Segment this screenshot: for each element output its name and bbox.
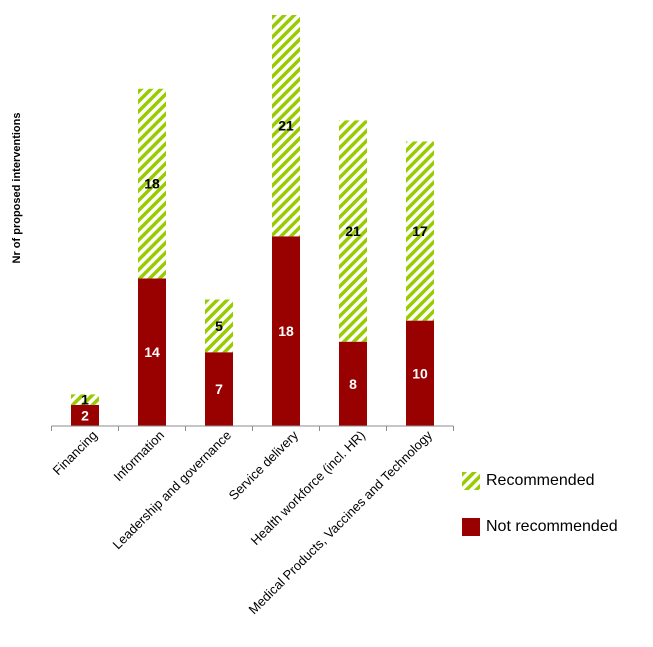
data-label-not-recommended: 8: [349, 376, 357, 392]
x-tick-label: Service delivery: [226, 427, 302, 503]
legend-swatch-not-recommended: [462, 518, 480, 536]
data-label-recommended: 21: [278, 118, 294, 134]
legend-swatch-recommended: [462, 472, 480, 490]
data-label-not-recommended: 2: [81, 407, 89, 423]
bar-not-recommended: [406, 320, 434, 426]
data-label-recommended: 21: [345, 223, 361, 239]
data-label-not-recommended: 10: [412, 365, 428, 381]
data-label-recommended: 5: [215, 318, 223, 334]
data-label-recommended: 18: [144, 176, 160, 192]
bar-recommended: [272, 15, 300, 237]
bar-recommended: [205, 299, 233, 353]
bar-not-recommended: [138, 278, 166, 426]
x-tick-label: Health workforce (incl. HR): [248, 428, 368, 548]
legend-label-not-recommended: Not recommended: [486, 518, 618, 535]
bar-not-recommended: [272, 236, 300, 426]
data-label-recommended: 17: [412, 223, 428, 239]
bar-recommended: [71, 394, 99, 405]
bar-recommended: [138, 88, 166, 279]
data-label-recommended: 1: [81, 392, 89, 408]
legend-label-recommended: Recommended: [486, 472, 595, 489]
data-label-not-recommended: 18: [278, 323, 294, 339]
bar-not-recommended: [339, 341, 367, 426]
x-tick-label: Leadership and governance: [110, 428, 235, 553]
x-tick-label: Financing: [50, 428, 100, 478]
bar-not-recommended: [71, 404, 99, 426]
legend: Recommended Not recommended: [462, 470, 652, 562]
data-label-not-recommended: 7: [215, 381, 223, 397]
bar-not-recommended: [205, 352, 233, 426]
legend-item-recommended: Recommended: [462, 470, 652, 492]
data-label-not-recommended: 14: [144, 344, 160, 360]
legend-item-not-recommended: Not recommended: [462, 516, 652, 538]
bar-recommended: [339, 120, 367, 342]
y-axis-label: Nr of proposed interventions: [11, 113, 23, 264]
x-tick-label: Information: [111, 428, 168, 485]
bar-recommended: [406, 141, 434, 321]
